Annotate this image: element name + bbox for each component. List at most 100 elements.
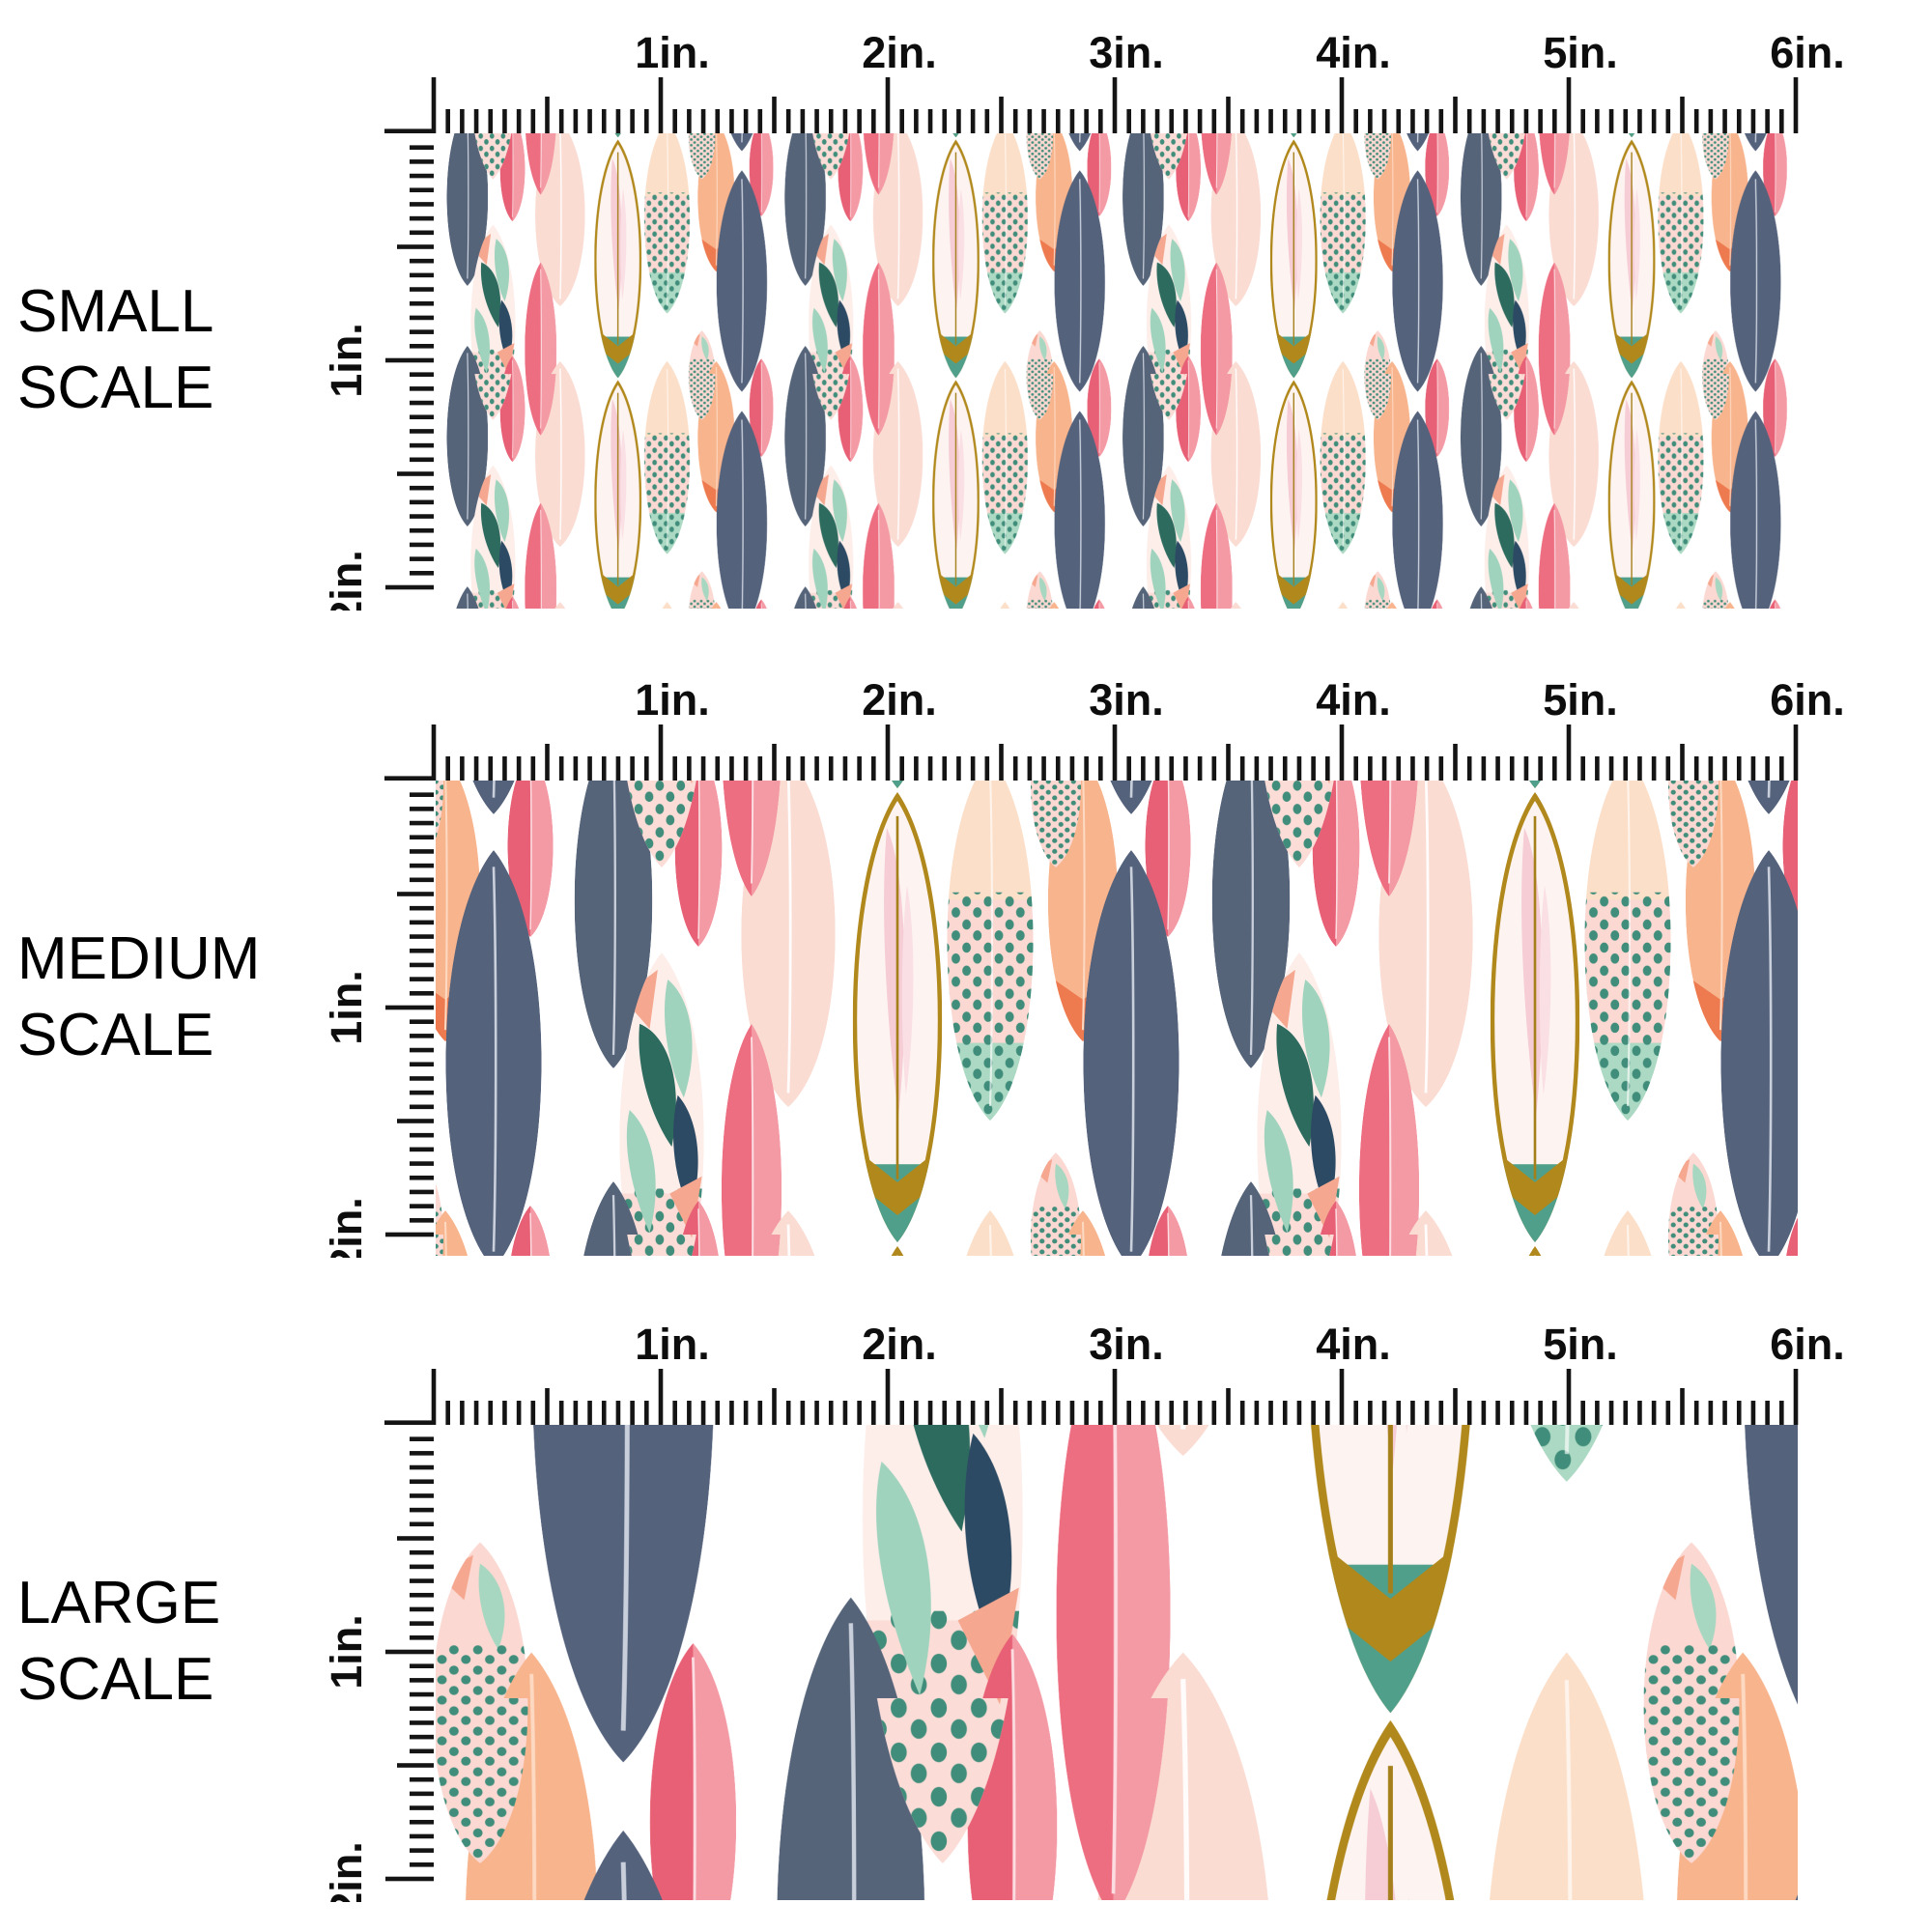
ruler-tick [942,1401,948,1425]
ruler-tick [1041,1401,1046,1425]
ruler-tick [410,1147,434,1152]
ruler-tick [410,1776,434,1782]
horizontal-ruler-small [384,77,1799,133]
ruler-tick [743,756,749,781]
ruler-tick [1353,756,1358,781]
ruler-tick [410,1175,434,1180]
vertical-ruler-small [385,145,434,590]
ruler-tick [410,173,434,179]
ruler-tick [410,1451,434,1456]
scale-label-large: LARGE SCALE [17,1565,317,1718]
ruler-tick [700,109,706,133]
ruler-tick [1466,756,1472,781]
ruler-tick [1566,1369,1572,1425]
ruler-tick [410,991,434,996]
ruler-tick [1495,109,1500,133]
ruler-tick [410,1862,434,1867]
ruler-tick [1750,1401,1756,1425]
h-ruler-label: 3in. [1089,28,1164,77]
ruler-tick [672,756,677,781]
h-ruler-label: 1in. [635,1320,710,1369]
ruler-tick [410,1034,434,1038]
ruler-tick [871,1401,876,1425]
ruler-tick [999,97,1004,133]
ruler-tick [1651,109,1657,133]
ruler-tick [1637,756,1642,781]
ruler-tick [1424,109,1430,133]
row-medium-ruler-and-swatch: 1in. 2in. 3in. 4in. 5in. 6in. 1in. 2in. [322,675,1845,1258]
ruler-tick [410,1104,434,1110]
ruler-tick [410,1748,434,1754]
ruler-tick [385,1005,434,1010]
ruler-tick [410,1678,434,1683]
ruler-tick [899,109,904,133]
ruler-tick [857,109,862,133]
ruler-tick [1012,756,1018,781]
ruler-tick [410,1436,434,1441]
ruler-tick [1509,109,1515,133]
ruler-tick [1552,109,1557,133]
ruler-tick [1708,756,1714,781]
h-ruler-label: 1in. [635,675,710,724]
ruler-tick [757,756,763,781]
ruler-tick [410,905,434,911]
ruler-tick [1708,1401,1714,1425]
scale-label-large-line2: SCALE [17,1646,214,1713]
ruler-tick [516,109,522,133]
ruler-tick [1325,756,1330,781]
ruler-tick [729,1401,734,1425]
ruler-tick [1169,1401,1175,1425]
ruler-tick [1680,97,1685,133]
fabric-swatch-large [436,1425,1798,1900]
ruler-tick [885,1369,891,1425]
ruler-tick [772,97,777,133]
ruler-tick [1623,1401,1629,1425]
ruler-tick [410,372,434,377]
ruler-tick [410,400,434,406]
ruler-tick [1608,1401,1614,1425]
scale-label-small-line1: SMALL [17,278,214,345]
ruler-tick [1396,1401,1402,1425]
ruler-tick [1438,1401,1444,1425]
ruler-tick [871,756,876,781]
ruler-tick [410,1019,434,1024]
ruler-tick [502,756,507,781]
ruler-tick [1495,1401,1500,1425]
ruler-tick [1296,1401,1302,1425]
ruler-tick [1339,724,1345,781]
ruler-tick [587,109,592,133]
ruler-tick [545,1388,550,1425]
ruler-tick [410,1819,434,1825]
ruler-tick [1027,1401,1033,1425]
ruler-tick [1566,724,1572,781]
ruler-tick [1552,756,1557,781]
ruler-tick [385,1232,434,1237]
ruler-tick [942,756,948,781]
ruler-tick [970,1401,976,1425]
ruler-tick [1282,756,1288,781]
ruler-tick [1098,1401,1103,1425]
ruler-tick [1311,756,1316,781]
h-ruler-label: 4in. [1316,28,1391,77]
ruler-tick [410,1047,434,1053]
ruler-tick [1424,756,1430,781]
ruler-tick [899,1401,904,1425]
ruler-tick [1453,1388,1458,1425]
v-ruler-label: 1in. [322,970,371,1045]
vertical-ruler-large [385,1436,434,1882]
ruler-tick [410,386,434,391]
ruler-tick [1765,109,1770,133]
ruler-tick [431,77,437,133]
ruler-tick [1410,109,1415,133]
ruler-tick [1779,756,1784,781]
ruler-tick [984,756,990,781]
ruler-tick [1325,109,1330,133]
ruler-tick [927,109,933,133]
ruler-tick [488,1401,494,1425]
ruler-tick [1084,1401,1089,1425]
ruler-tick [410,1663,434,1668]
ruler-tick [1226,1388,1231,1425]
ruler-tick [658,724,664,781]
ruler-tick [1055,756,1061,781]
ruler-tick [687,756,692,781]
